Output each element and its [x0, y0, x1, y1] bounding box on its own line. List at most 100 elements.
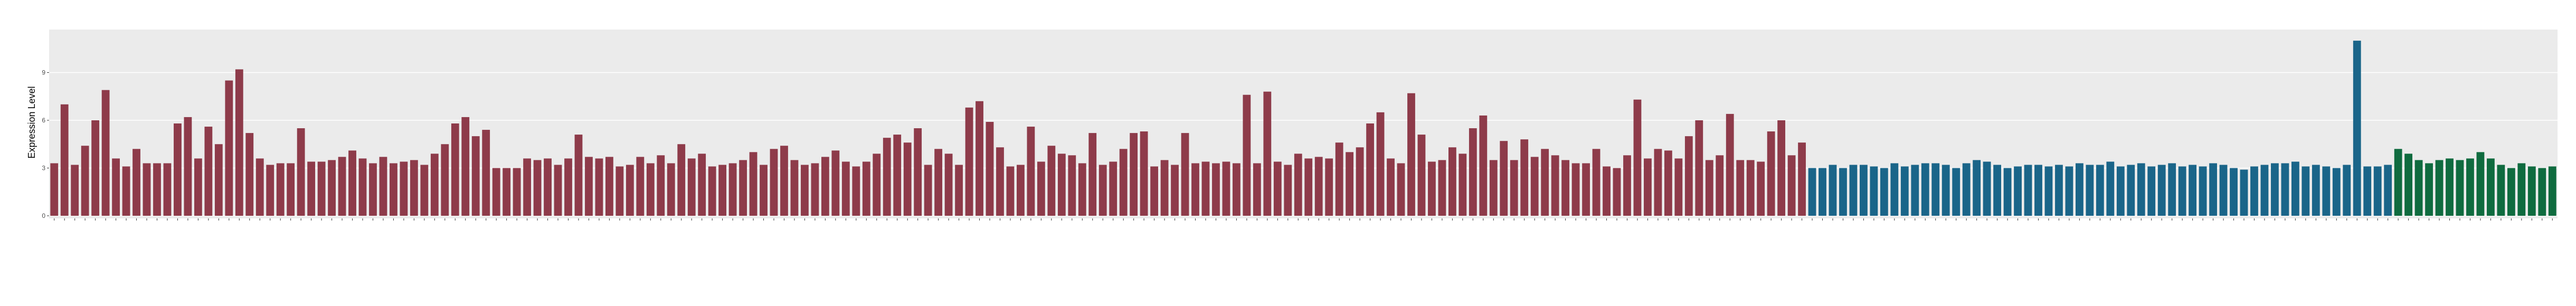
bar — [369, 163, 377, 216]
bar — [1500, 141, 1508, 216]
bar — [1613, 168, 1621, 216]
bar — [1027, 127, 1035, 216]
bar — [143, 163, 151, 216]
bar — [1243, 94, 1251, 216]
bar — [1253, 163, 1261, 216]
bar — [1171, 165, 1179, 216]
bar — [174, 123, 182, 216]
bar — [2497, 165, 2505, 216]
bar — [2487, 158, 2495, 216]
bar — [307, 161, 316, 216]
y-tick-label: 3 — [42, 164, 45, 171]
bar — [1808, 168, 1816, 216]
bar — [2003, 168, 2012, 216]
bar — [687, 158, 696, 216]
bar — [2456, 160, 2464, 216]
bar — [2044, 166, 2053, 216]
bar — [1119, 149, 1128, 216]
bar — [1376, 112, 1385, 216]
bar — [1140, 131, 1148, 216]
bar — [1654, 149, 1662, 216]
bar — [2065, 166, 2073, 216]
bar — [728, 163, 737, 216]
bar — [225, 80, 233, 216]
bar — [1983, 161, 1991, 216]
bar — [245, 133, 254, 216]
bar — [1078, 163, 1086, 216]
bar — [1088, 133, 1097, 216]
bar — [2527, 166, 2536, 216]
bar — [1006, 166, 1015, 216]
bar — [317, 161, 326, 216]
bar — [2507, 168, 2515, 216]
bar — [1068, 155, 1076, 216]
bar — [492, 168, 500, 216]
bar — [71, 165, 79, 216]
bar — [1397, 163, 1405, 216]
bar — [1191, 163, 1199, 216]
bar — [1664, 150, 1672, 216]
bar — [811, 163, 819, 216]
bar — [2086, 165, 2094, 216]
bar — [801, 165, 809, 216]
bar — [2260, 165, 2269, 216]
bar — [1489, 160, 1498, 216]
bar — [2127, 165, 2135, 216]
bar — [605, 157, 613, 216]
bar — [1921, 163, 1929, 216]
bar — [60, 104, 69, 216]
bar — [2363, 166, 2372, 216]
bar — [2219, 165, 2228, 216]
bar — [2435, 160, 2444, 216]
bar — [677, 144, 686, 216]
bar — [1098, 165, 1107, 216]
bar — [2476, 152, 2485, 216]
bar — [1880, 168, 1888, 216]
bar — [976, 101, 983, 216]
bar — [276, 163, 285, 216]
bar — [708, 166, 716, 216]
bar — [760, 165, 768, 216]
bar — [883, 138, 891, 216]
bar — [615, 166, 624, 216]
bar — [1130, 133, 1138, 216]
bar — [924, 165, 932, 216]
bar — [410, 160, 418, 216]
bar — [2353, 41, 2361, 216]
y-tick-label: 9 — [42, 69, 45, 76]
bar — [903, 142, 912, 216]
bar — [358, 158, 367, 216]
bar — [471, 136, 480, 216]
bar — [893, 135, 902, 216]
bar — [2199, 166, 2207, 216]
bar — [1860, 165, 1868, 216]
bar — [1870, 166, 1878, 216]
bar — [1222, 161, 1230, 216]
bar — [862, 161, 870, 216]
bar — [780, 146, 788, 216]
bar — [2548, 166, 2556, 216]
bar — [287, 163, 295, 216]
bar — [1284, 165, 1292, 216]
bar — [739, 160, 747, 216]
bar — [451, 123, 459, 216]
bar — [1931, 163, 1940, 216]
bar — [2157, 165, 2166, 216]
bar — [235, 69, 243, 216]
bar — [2055, 165, 2063, 216]
bar — [2281, 163, 2289, 216]
bar — [1890, 163, 1899, 216]
bar — [1479, 115, 1488, 216]
bar — [1335, 142, 1343, 216]
bar — [420, 165, 429, 216]
bar — [1428, 161, 1436, 216]
bar — [1037, 161, 1045, 216]
bar — [112, 158, 120, 216]
bar — [1448, 147, 1456, 216]
bar — [986, 121, 994, 216]
bar — [1911, 165, 1919, 216]
bar — [400, 161, 408, 216]
bar — [934, 149, 943, 216]
bar — [1973, 160, 1981, 216]
bar — [122, 166, 130, 216]
